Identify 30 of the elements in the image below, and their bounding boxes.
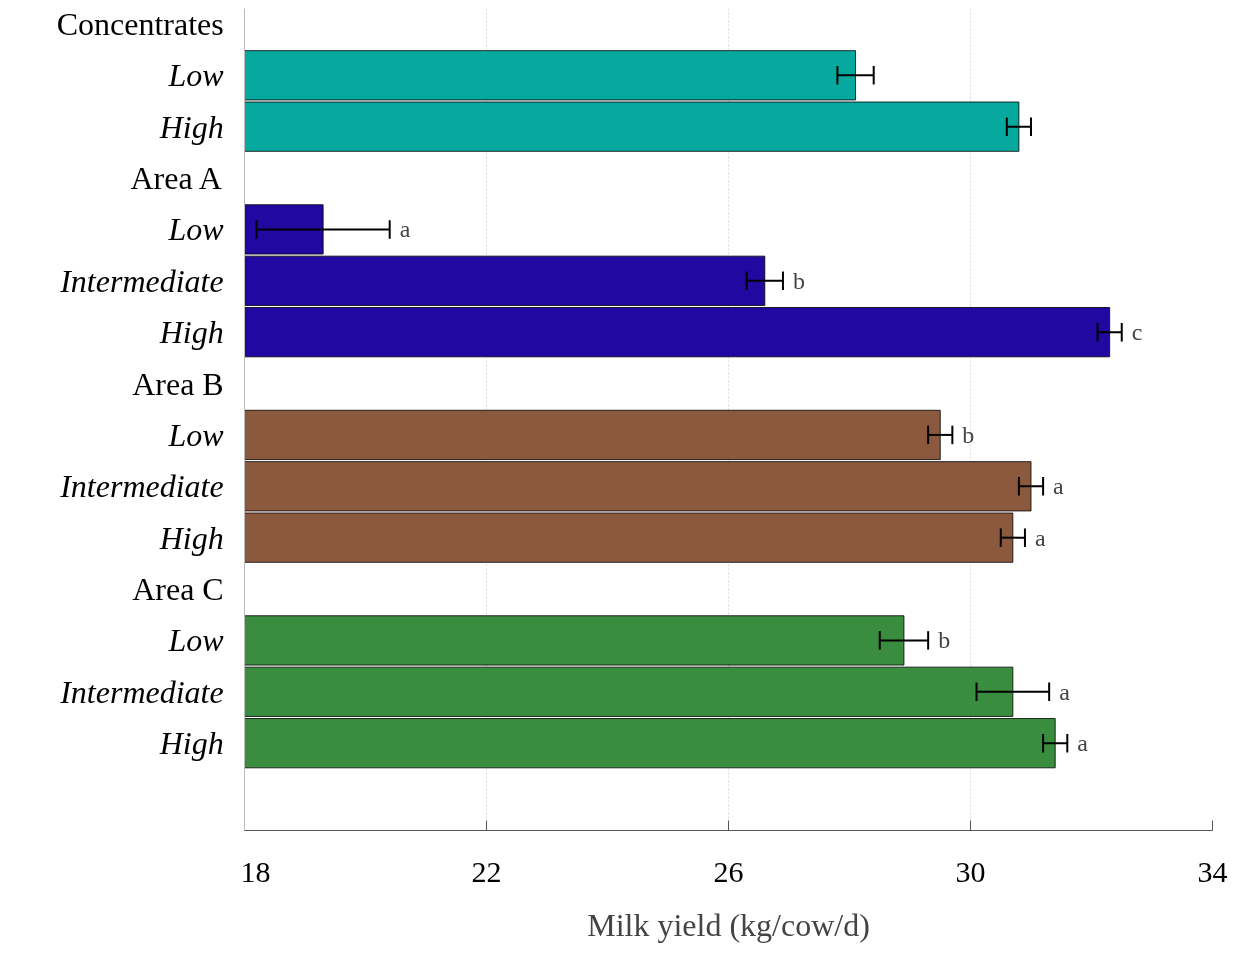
- data-label: b: [792, 267, 805, 294]
- y-tick-label: High: [158, 314, 224, 351]
- y-tick-label: Area A: [130, 160, 222, 197]
- y-tick-label: Intermediate: [59, 262, 224, 299]
- y-tick-label: Concentrates: [56, 5, 224, 42]
- x-axis-title: Milk yield (kg/cow/d): [587, 906, 870, 943]
- y-tick-label: High: [158, 725, 224, 762]
- data-label: b: [938, 627, 951, 654]
- y-tick-label: Intermediate: [59, 673, 224, 710]
- y-tick-label: Area B: [132, 365, 224, 402]
- x-tick-label: 22: [471, 854, 502, 888]
- y-tick-label: Low: [167, 622, 225, 659]
- data-label: a: [1077, 730, 1089, 757]
- data-label: b: [962, 421, 975, 448]
- y-tick-label: Intermediate: [59, 468, 224, 505]
- data-label: c: [1131, 319, 1143, 346]
- data-label: a: [1059, 678, 1071, 705]
- y-tick-label: High: [158, 519, 224, 556]
- data-label: a: [1034, 524, 1046, 551]
- x-tick-label: 30: [955, 854, 986, 888]
- y-tick-label: Low: [167, 211, 225, 248]
- y-tick-label: Low: [167, 416, 225, 453]
- x-tick-label: 18: [240, 854, 271, 888]
- y-tick-label: High: [158, 108, 224, 145]
- data-label: a: [399, 216, 411, 243]
- data-label: a: [1053, 473, 1065, 500]
- x-tick-label: 26: [713, 854, 744, 888]
- x-tick-label: 34: [1197, 854, 1228, 888]
- y-tick-label: Low: [167, 57, 225, 94]
- y-tick-label: Area C: [132, 571, 224, 608]
